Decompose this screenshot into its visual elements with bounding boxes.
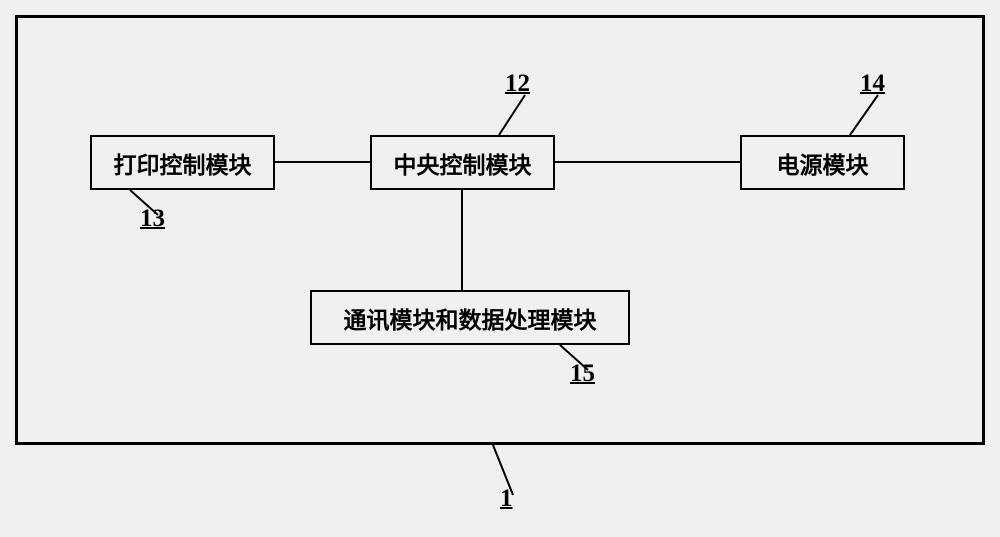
node-label: 打印控制模块	[114, 146, 252, 180]
edge	[275, 161, 370, 163]
node-label: 通讯模块和数据处理模块	[344, 301, 597, 335]
node-power: 电源模块	[740, 135, 905, 190]
node-label: 电源模块	[777, 146, 869, 180]
ref-label-14: 14	[860, 70, 885, 98]
ref-label-13: 13	[140, 205, 165, 233]
diagram-canvas: 打印控制模块 中央控制模块 电源模块 通讯模块和数据处理模块 12 13 14 …	[0, 0, 1000, 537]
node-print-control: 打印控制模块	[90, 135, 275, 190]
ref-label-15: 15	[570, 360, 595, 388]
edge	[461, 190, 463, 290]
edge	[555, 161, 740, 163]
ref-label-12: 12	[505, 70, 530, 98]
node-comm: 通讯模块和数据处理模块	[310, 290, 630, 345]
ref-label-1: 1	[500, 485, 513, 513]
node-central-control: 中央控制模块	[370, 135, 555, 190]
node-label: 中央控制模块	[394, 146, 532, 180]
